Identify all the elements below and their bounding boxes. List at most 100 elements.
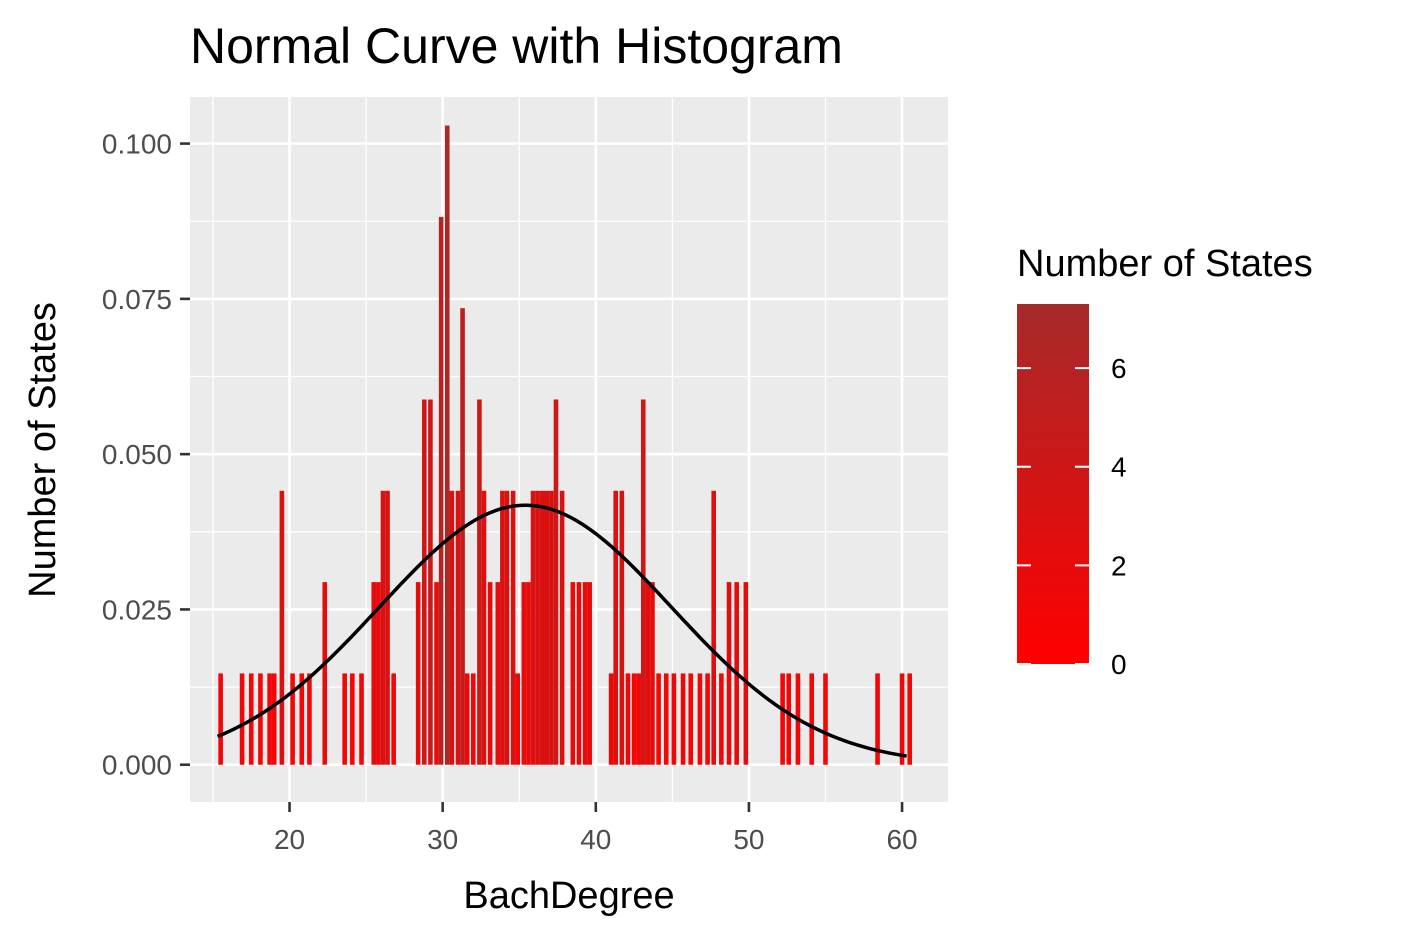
histogram-bar	[899, 673, 905, 765]
histogram-bar	[526, 582, 531, 765]
histogram-bar	[656, 673, 661, 765]
histogram-bar	[553, 399, 559, 765]
histogram-bar	[549, 490, 554, 765]
y-axis-title: Number of States	[22, 302, 64, 598]
histogram-bar	[487, 582, 493, 765]
histogram-bar	[267, 673, 272, 765]
histogram-bar	[481, 490, 487, 765]
histogram-bar	[299, 673, 305, 765]
y-tick-label: 0.050	[102, 439, 172, 470]
histogram-bar	[495, 582, 501, 765]
histogram-bar	[521, 582, 527, 765]
histogram-bar	[582, 582, 588, 765]
legend-tick-label: 0	[1111, 649, 1127, 680]
histogram-bar	[636, 673, 641, 765]
histogram-bar	[415, 582, 421, 765]
histogram-bar	[477, 399, 482, 765]
legend-colorbar	[1017, 304, 1089, 664]
legend-ticks: 0 2 4 6	[1017, 353, 1127, 680]
histogram-bar	[307, 673, 312, 765]
x-axis-title: BachDegree	[463, 875, 674, 917]
grid-minor	[190, 97, 948, 802]
histogram-bar	[780, 673, 785, 765]
histogram-bar	[290, 673, 295, 765]
histogram-bar	[535, 490, 540, 765]
histogram-bar	[239, 673, 245, 765]
histogram-bar	[539, 490, 545, 765]
histogram-bar	[576, 582, 582, 765]
histogram-bar	[271, 673, 277, 765]
plot-panel	[190, 97, 948, 802]
histogram-bar	[544, 490, 550, 765]
histogram-bar	[743, 582, 749, 765]
histogram-bar	[218, 673, 223, 765]
chart-title: Normal Curve with Histogram	[190, 18, 843, 74]
histogram-bar	[680, 673, 686, 765]
y-axis: 0.000 0.025 0.050 0.075 0.100	[102, 129, 190, 781]
histogram-bar	[428, 399, 433, 765]
normal-curve-line	[216, 503, 907, 758]
histogram-bar	[434, 582, 439, 765]
legend-title: Number of States	[1017, 243, 1313, 285]
histogram-bar	[342, 673, 347, 765]
histogram-bar	[587, 582, 592, 765]
legend-tick-label: 6	[1111, 353, 1127, 384]
y-tick-label: 0.025	[102, 594, 172, 625]
histogram-bar	[460, 308, 465, 765]
histogram-bar	[625, 673, 631, 765]
histogram-bar	[613, 490, 619, 765]
histogram-bar	[875, 673, 880, 765]
histogram-bar	[705, 673, 710, 765]
x-tick-label: 60	[886, 824, 917, 855]
histogram-bar	[444, 125, 450, 765]
histogram-bar	[455, 490, 461, 765]
legend-tick-label: 2	[1111, 550, 1127, 581]
legend: Number of States 0 2 4 6	[1017, 243, 1313, 680]
histogram-bar	[464, 673, 470, 765]
histogram-bar	[421, 399, 427, 765]
histogram-bar	[711, 490, 717, 765]
histogram-bar	[809, 673, 815, 765]
histogram-bar	[279, 490, 285, 765]
histogram-bar	[697, 673, 703, 765]
histogram-bar	[559, 490, 565, 765]
histogram-bar	[823, 673, 828, 765]
histogram-bar	[504, 490, 510, 765]
histogram-bar	[376, 582, 381, 765]
histogram-bar	[500, 490, 505, 765]
histogram-bar	[640, 399, 646, 765]
legend-tick-label: 4	[1111, 452, 1127, 483]
x-tick-label: 40	[580, 824, 611, 855]
histogram-bar	[631, 673, 637, 765]
histogram-bar	[510, 490, 516, 765]
histogram-bar	[371, 582, 377, 765]
x-tick-label: 50	[733, 824, 764, 855]
histogram-bar	[515, 673, 520, 765]
histogram-bar	[719, 673, 724, 765]
histogram-bar	[663, 673, 669, 765]
x-tick-label: 20	[274, 824, 305, 855]
histogram-bar	[438, 216, 444, 765]
y-tick-label: 0.100	[102, 129, 172, 160]
histogram-bar	[470, 673, 476, 765]
histogram-bar	[671, 673, 677, 765]
y-tick-label: 0.075	[102, 284, 172, 315]
histogram-bar	[391, 673, 396, 765]
histogram-bar	[645, 582, 651, 765]
histogram-bar	[726, 582, 732, 765]
y-tick-label: 0.000	[102, 750, 172, 781]
histogram-bar	[385, 490, 390, 765]
histogram-bar	[786, 673, 792, 765]
histogram-bar	[570, 582, 576, 765]
histogram-bar	[907, 673, 913, 765]
histogram-bar	[449, 490, 455, 765]
histogram-bar	[608, 673, 614, 765]
histogram-bar	[530, 490, 536, 765]
x-tick-label: 30	[427, 824, 458, 855]
histogram-bar	[619, 490, 625, 765]
x-axis: 20 30 40 50 60	[274, 802, 918, 855]
histogram-bar	[688, 673, 694, 765]
histogram-bar	[359, 673, 364, 765]
histogram-bar	[322, 582, 328, 765]
